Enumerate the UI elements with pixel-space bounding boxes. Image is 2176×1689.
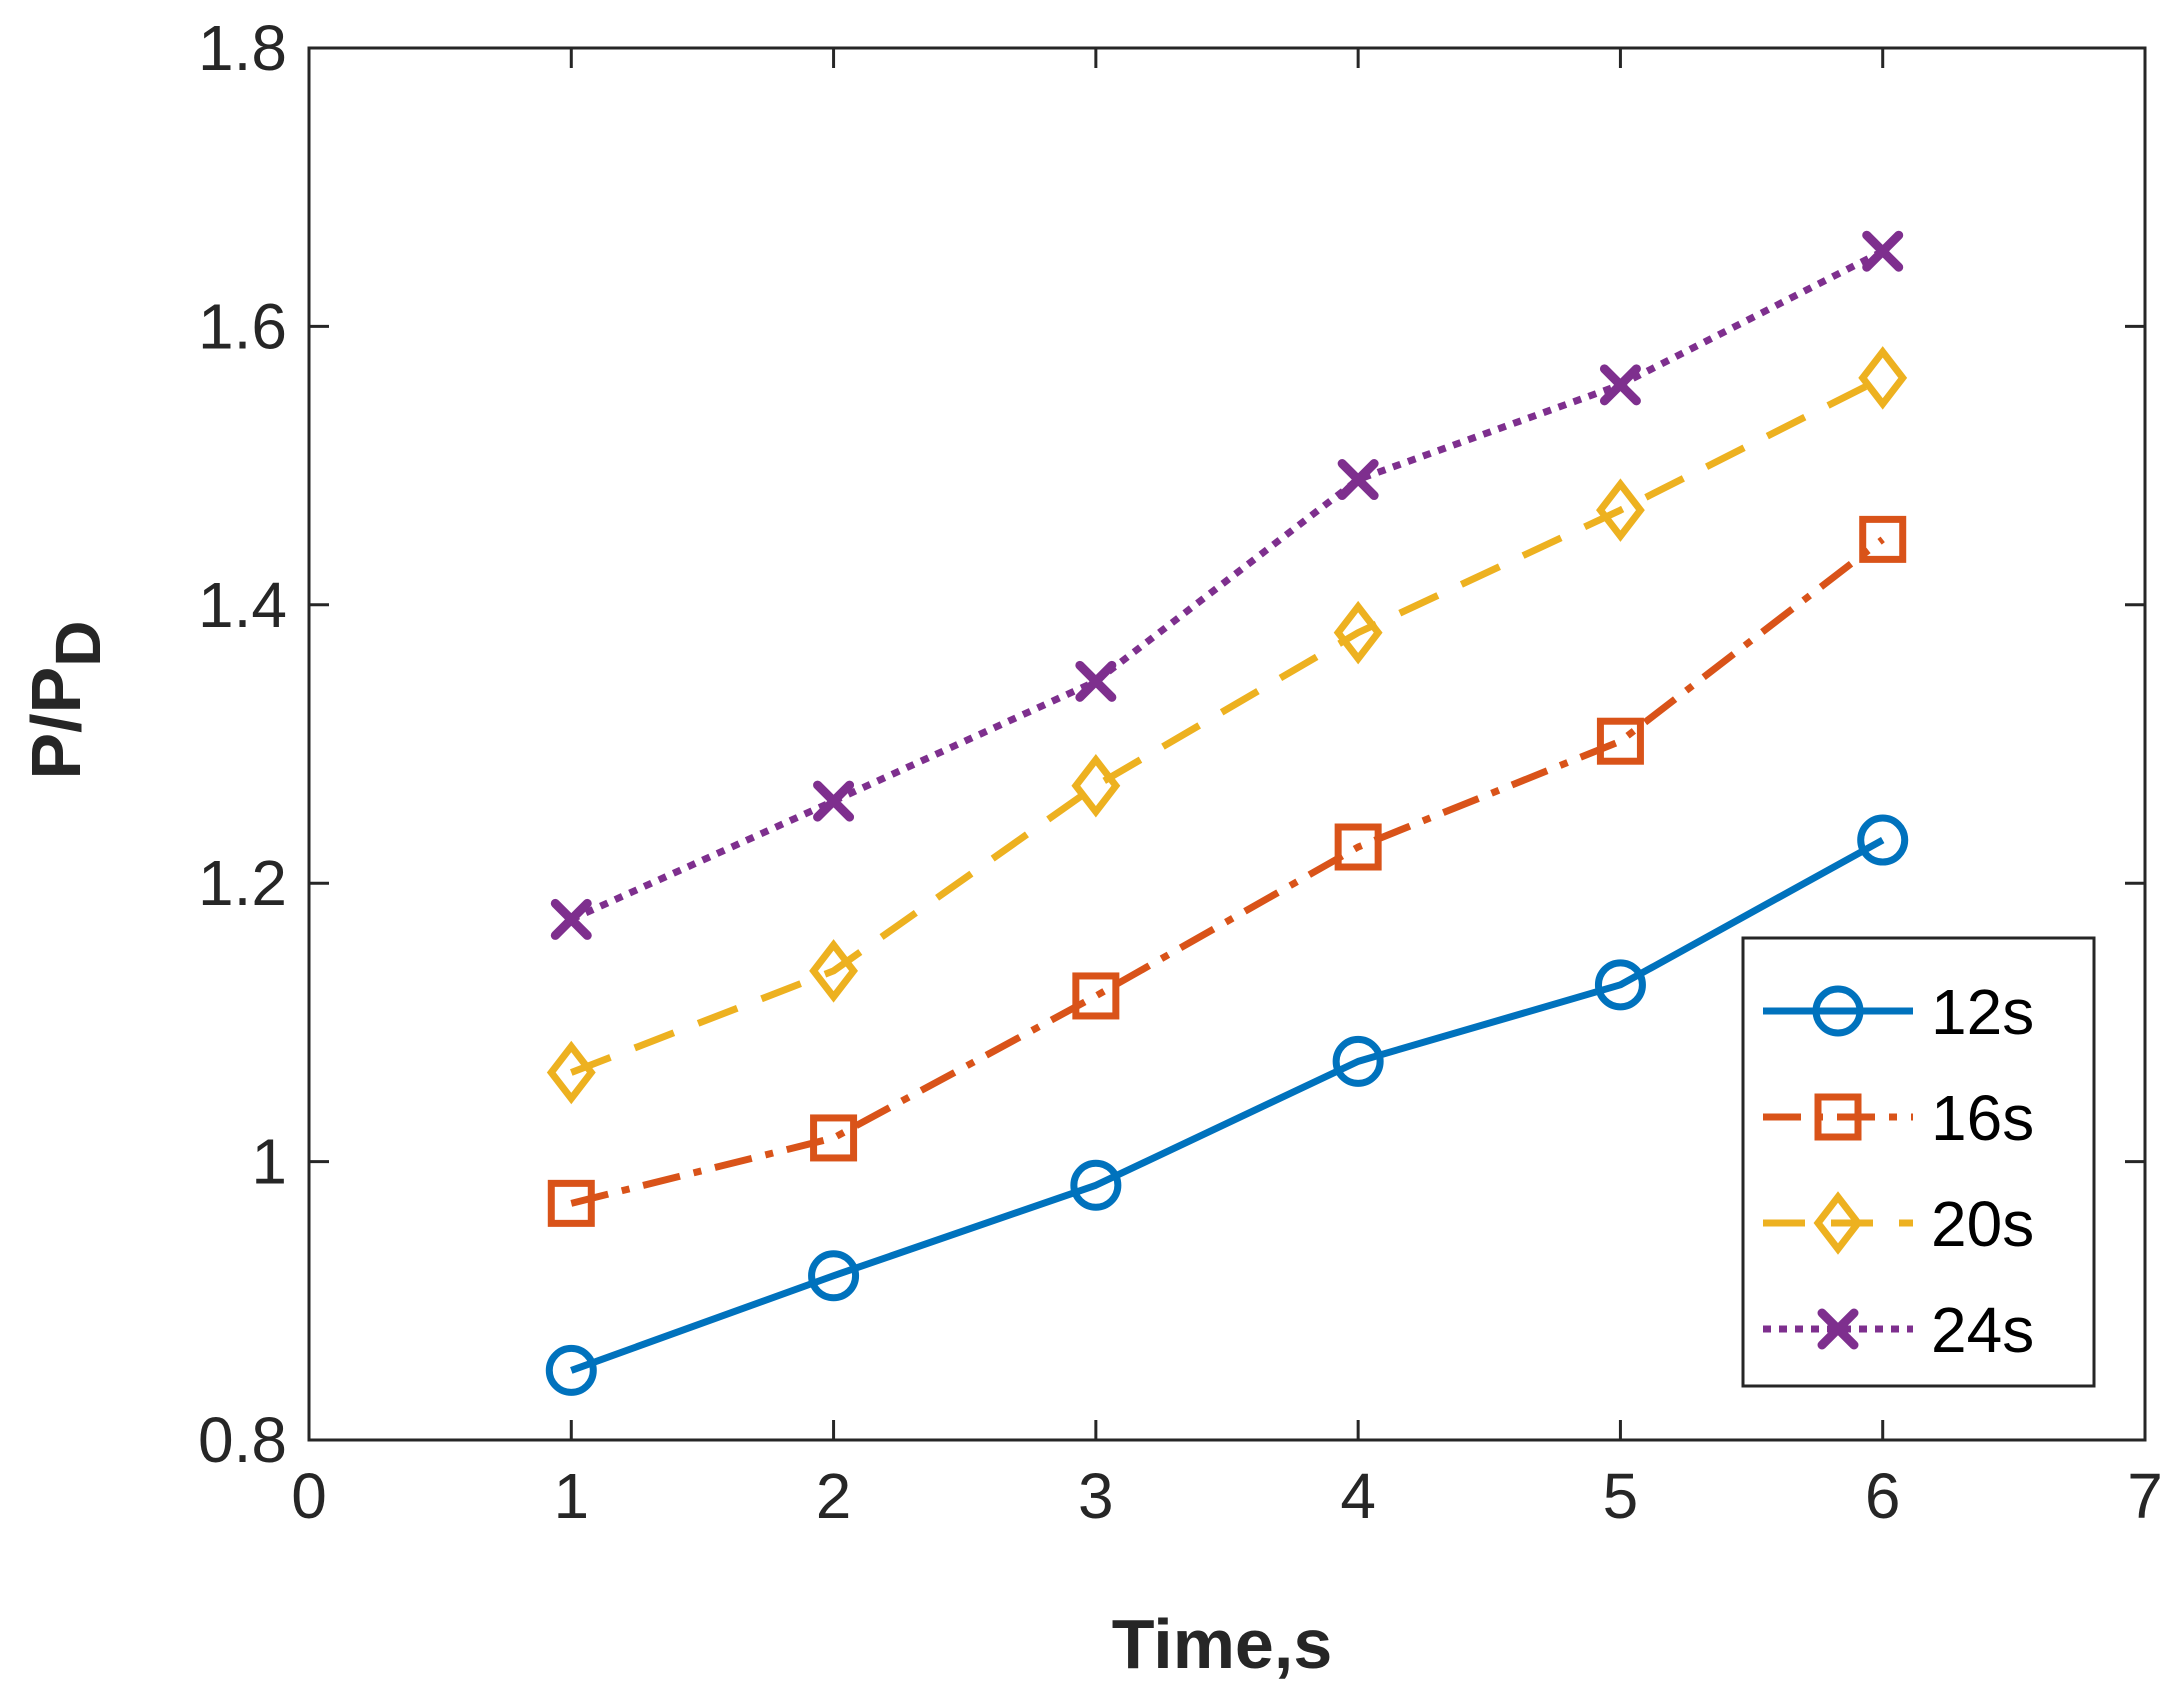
x-tick-label: 2 xyxy=(816,1460,852,1532)
data-point-12s xyxy=(1594,959,1646,1011)
legend-entry-12s: 12s xyxy=(1763,976,2034,1048)
axes: 0 1 2 3 4 5 6 7 0.8 1 1.2 1.4 1.6 1.8 xyxy=(198,12,2163,1532)
legend: 12s 16s 20s 24s xyxy=(1741,936,2096,1388)
data-point-12s xyxy=(1332,1035,1384,1087)
series-24s xyxy=(550,230,1904,940)
data-point-20s xyxy=(1596,478,1645,542)
x-axis-title: Time,s xyxy=(1112,1605,1333,1683)
series-12s xyxy=(545,814,1909,1396)
legend-entry-20s: 20s xyxy=(1763,1188,2034,1260)
data-point-16s xyxy=(1334,823,1382,871)
data-point-16s xyxy=(810,1114,858,1162)
data-point-20s xyxy=(546,1040,596,1105)
legend-label-24s: 24s xyxy=(1931,1294,2034,1366)
x-tick-label: 3 xyxy=(1078,1460,1114,1532)
y-tick-label: 1 xyxy=(251,1126,287,1198)
axes-box xyxy=(307,46,2147,1442)
legend-marker-16s xyxy=(1814,1093,1862,1141)
legend-marker-24s xyxy=(1817,1308,1859,1350)
x-tick-label: 1 xyxy=(553,1460,589,1532)
data-point-16s xyxy=(1072,972,1120,1020)
data-point-12s xyxy=(1857,814,1909,866)
data-point-20s xyxy=(1071,754,1121,818)
series-line-24s xyxy=(569,248,1885,923)
x-tick-label: 0 xyxy=(291,1460,327,1532)
data-point-24s xyxy=(1075,660,1117,702)
x-tick-label: 4 xyxy=(1340,1460,1376,1532)
data-point-12s xyxy=(1070,1159,1122,1211)
data-point-12s xyxy=(545,1344,597,1396)
legend-marker-20s xyxy=(1813,1191,1863,1255)
y-axis-title-subscript: D xyxy=(42,620,114,666)
x-tick-label: 5 xyxy=(1603,1460,1639,1532)
data-point-24s xyxy=(1599,364,1641,406)
data-point-24s xyxy=(1862,230,1904,272)
series-line-16s xyxy=(570,536,1885,1207)
data-point-20s xyxy=(809,939,858,1003)
x-tick-label: 6 xyxy=(1865,1460,1901,1532)
plot-area xyxy=(545,230,1909,1396)
legend-label-16s: 16s xyxy=(1931,1082,2034,1154)
data-point-24s xyxy=(813,780,855,822)
y-tick-label: 1.2 xyxy=(198,847,287,919)
data-point-20s xyxy=(1858,346,1908,410)
series-16s xyxy=(547,515,1907,1227)
series-line-12s xyxy=(570,836,1885,1374)
series-line-20s xyxy=(570,374,1885,1076)
legend-entry-16s: 16s xyxy=(1763,1082,2034,1154)
legend-label-12s: 12s xyxy=(1931,976,2034,1048)
data-point-16s xyxy=(1859,515,1907,563)
x-tick-label: 7 xyxy=(2127,1460,2163,1532)
y-tick-label: 1.6 xyxy=(198,290,287,362)
data-point-16s xyxy=(1596,717,1644,765)
legend-label-20s: 20s xyxy=(1931,1188,2034,1260)
data-point-12s xyxy=(808,1250,860,1302)
data-point-24s xyxy=(1337,459,1379,501)
y-tick-label: 1.8 xyxy=(198,12,287,84)
y-tick-label: 1.4 xyxy=(198,569,287,641)
legend-box xyxy=(1741,936,2096,1388)
data-point-20s xyxy=(1333,600,1383,665)
legend-marker-12s xyxy=(1812,985,1864,1037)
y-tick-label: 0.8 xyxy=(198,1404,287,1476)
data-point-24s xyxy=(550,898,592,940)
y-axis-title: P/PD xyxy=(17,620,114,779)
data-point-16s xyxy=(547,1179,595,1227)
legend-entry-24s: 24s xyxy=(1763,1294,2034,1366)
axis-labels: Time,s P/PD xyxy=(17,620,1332,1683)
y-axis-title-main: P/P xyxy=(17,667,95,780)
series-20s xyxy=(546,346,1908,1105)
